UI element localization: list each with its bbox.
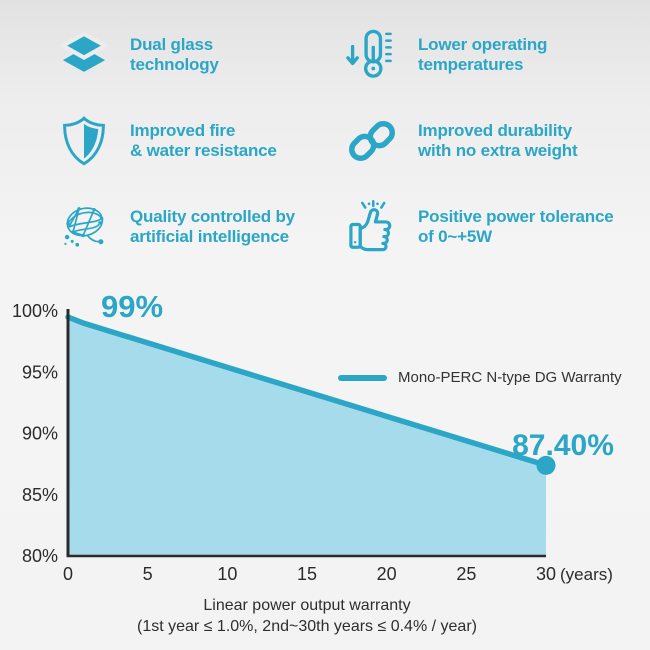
thumbs-up-icon xyxy=(345,200,399,254)
warranty-line xyxy=(65,314,549,469)
y-tick-label: 100% xyxy=(12,301,58,321)
feature-item: Positive power tolerance of 0~+5W xyxy=(345,198,614,256)
shield-icon xyxy=(57,114,111,168)
chain-links-icon xyxy=(345,114,399,168)
x-tick-label: 30 xyxy=(536,564,556,584)
legend-line-swatch xyxy=(338,374,387,381)
end-value-annotation: 87.40% xyxy=(512,429,614,462)
x-tick-label: 25 xyxy=(456,564,476,584)
feature-label: Dual glass technology xyxy=(130,35,219,74)
chart-legend: Mono-PERC N-type DG Warranty xyxy=(338,369,622,386)
y-tick-label: 80% xyxy=(22,546,58,566)
chart-caption: Linear power output warranty (1st year ≤… xyxy=(0,595,614,637)
feature-item: Lower operating temperatures xyxy=(345,26,595,84)
x-tick-label: 10 xyxy=(217,564,237,584)
layers-icon xyxy=(57,28,111,82)
y-tick-label: 85% xyxy=(22,485,58,505)
end-point-dot xyxy=(536,455,556,475)
feature-item: Improved fire & water resistance xyxy=(57,112,345,170)
caption-line-2: (1st year ≤ 1.0%, 2nd~30th years ≤ 0.4% … xyxy=(137,618,477,635)
thermometer-down-icon xyxy=(345,28,399,82)
warranty-area xyxy=(68,317,546,556)
feature-label: Quality controlled by artificial intellig… xyxy=(130,207,295,246)
feature-label: Improved fire & water resistance xyxy=(130,121,277,160)
x-axis-unit-label: (years) xyxy=(560,565,613,584)
start-value-annotation: 99% xyxy=(101,289,164,324)
legend-label: Mono-PERC N-type DG Warranty xyxy=(398,369,622,386)
x-tick-label: 15 xyxy=(297,564,317,584)
x-tick-label: 0 xyxy=(63,564,73,584)
feature-grid: Dual glass technology Lower operating tempe… xyxy=(57,26,614,256)
feature-label: Positive power tolerance of 0~+5W xyxy=(418,207,614,246)
feature-item: Improved durability with no extra weight xyxy=(345,112,595,170)
x-tick-label: 20 xyxy=(377,564,397,584)
ai-network-icon xyxy=(57,200,111,254)
feature-label: Lower operating temperatures xyxy=(418,35,548,74)
feature-item: Quality controlled by artificial intellig… xyxy=(57,198,345,256)
feature-item: Dual glass technology xyxy=(57,26,345,84)
feature-label: Improved durability with no extra weight xyxy=(418,121,578,160)
x-tick-label: 5 xyxy=(143,564,153,584)
y-tick-label: 95% xyxy=(22,362,58,382)
y-tick-label: 90% xyxy=(22,424,58,444)
caption-line-1: Linear power output warranty xyxy=(203,597,411,614)
